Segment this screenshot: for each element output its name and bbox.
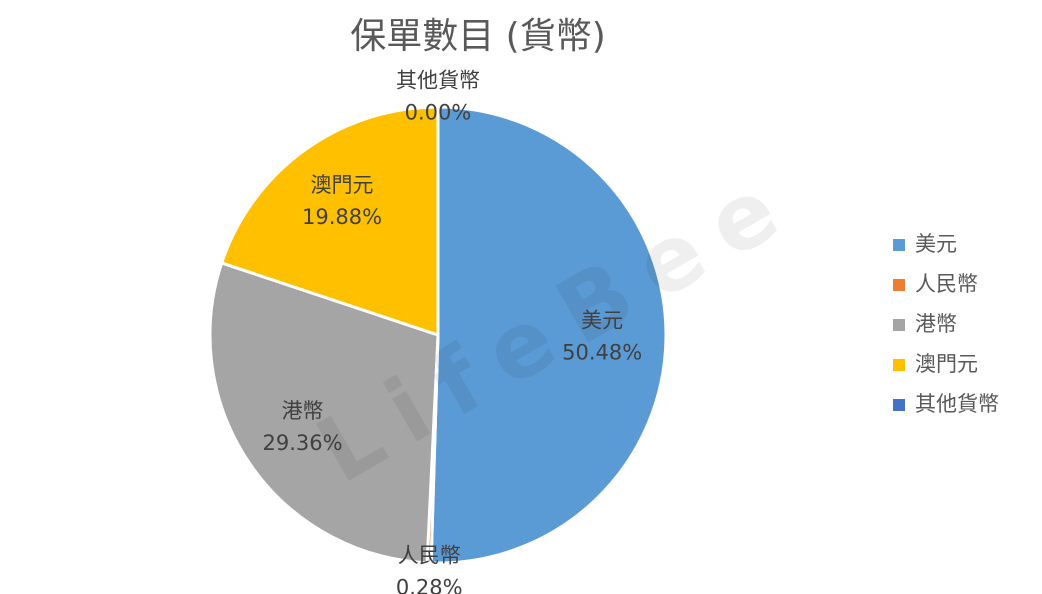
- legend-label: 澳門元: [915, 352, 978, 376]
- legend-label: 港幣: [915, 312, 957, 336]
- slice-value-label: 19.88%: [302, 205, 382, 229]
- legend-swatch: [893, 279, 905, 291]
- legend-swatch: [893, 399, 905, 411]
- legend-swatch: [893, 319, 905, 331]
- legend-swatch: [893, 359, 905, 371]
- data-labels: 美元 50.48% 人民幣 0.28% 港幣 29.36% 澳門元 19.88% 其他貨幣 0.0…: [263, 68, 643, 594]
- legend-label: 人民幣: [915, 272, 978, 296]
- slice-category-label: 美元: [581, 308, 623, 332]
- pie-slice: [208, 261, 440, 565]
- slice-category-label: 其他貨幣: [396, 68, 480, 92]
- slice-category-label: 人民幣: [398, 544, 461, 568]
- pie-slice: [219, 105, 440, 338]
- slice-value-label: 29.36%: [263, 431, 343, 455]
- slice-category-label: 港幣: [282, 399, 324, 423]
- legend-swatch: [893, 239, 905, 251]
- slice-value-label: 50.48%: [562, 340, 642, 364]
- slice-category-label: 澳門元: [311, 173, 374, 197]
- pie: [208, 105, 668, 565]
- slice-value-label: 0.28%: [396, 576, 463, 594]
- legend-label: 美元: [915, 232, 957, 256]
- pie-slice: [429, 105, 668, 565]
- legend-label: 其他貨幣: [915, 392, 999, 416]
- slice-value-label: 0.00%: [405, 100, 472, 124]
- chart-title: 保單數目 (貨幣): [350, 16, 606, 57]
